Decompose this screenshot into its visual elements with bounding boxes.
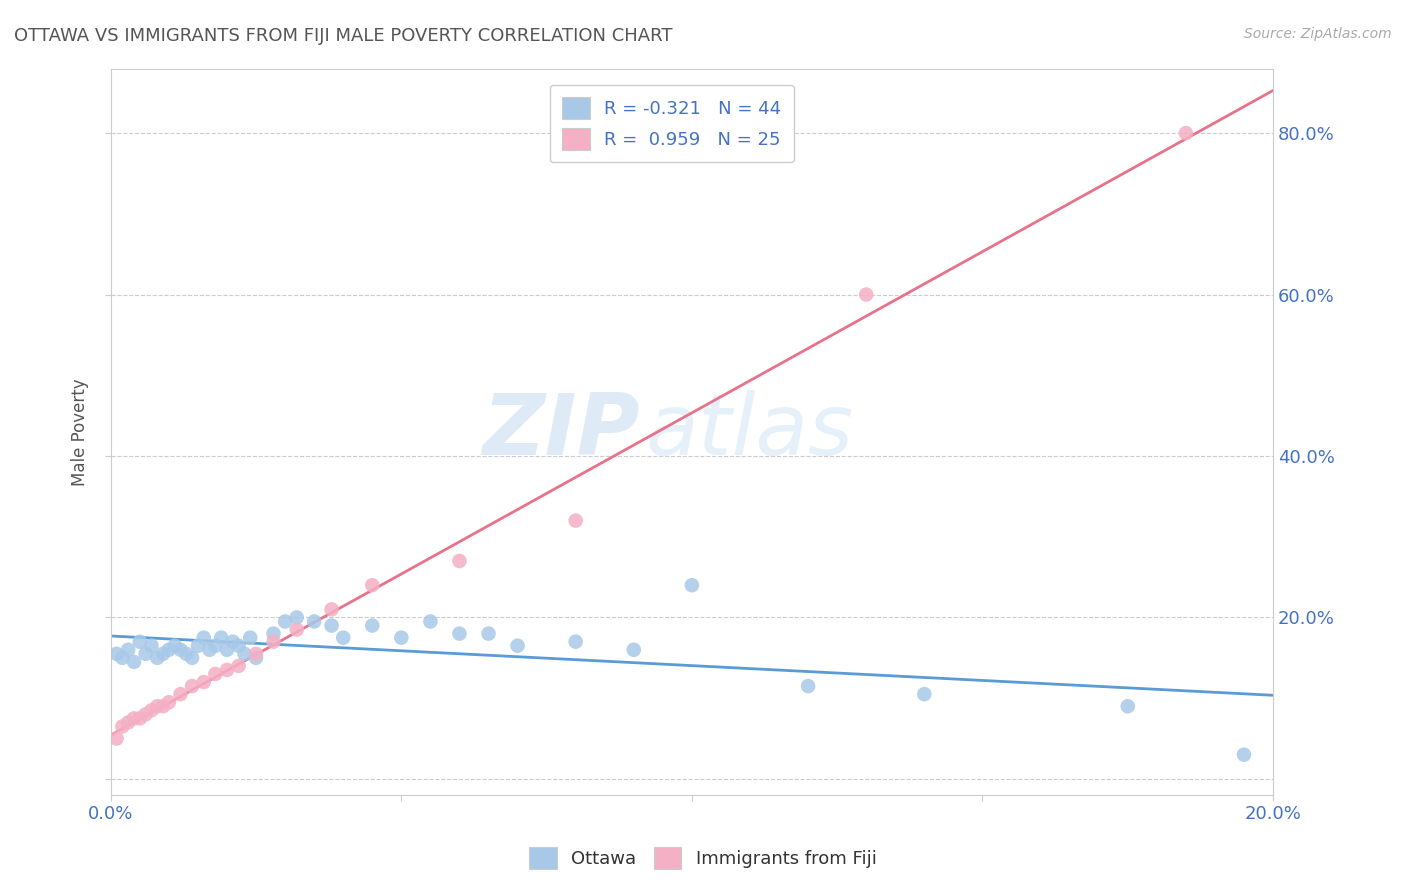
Point xyxy=(564,634,586,648)
Point xyxy=(332,631,354,645)
Point xyxy=(797,679,820,693)
Point xyxy=(274,615,297,629)
Point xyxy=(233,647,256,661)
Point xyxy=(117,642,139,657)
Point xyxy=(1174,126,1197,140)
Point xyxy=(122,711,145,725)
Point xyxy=(163,639,186,653)
Point xyxy=(912,687,935,701)
Point xyxy=(361,578,384,592)
Point xyxy=(1116,699,1139,714)
Point xyxy=(419,615,441,629)
Point xyxy=(135,707,157,722)
Text: OTTAWA VS IMMIGRANTS FROM FIJI MALE POVERTY CORRELATION CHART: OTTAWA VS IMMIGRANTS FROM FIJI MALE POVE… xyxy=(14,27,672,45)
Point xyxy=(193,631,215,645)
Point xyxy=(215,642,238,657)
Point xyxy=(263,626,285,640)
Point xyxy=(681,578,703,592)
Point xyxy=(222,634,245,648)
Point xyxy=(193,675,215,690)
Point xyxy=(146,699,169,714)
Point xyxy=(141,703,163,717)
Point xyxy=(141,639,163,653)
Point xyxy=(245,647,267,661)
Y-axis label: Male Poverty: Male Poverty xyxy=(72,378,89,485)
Point xyxy=(228,659,250,673)
Point xyxy=(128,634,150,648)
Point xyxy=(209,631,232,645)
Point xyxy=(157,695,180,709)
Point xyxy=(176,647,198,661)
Text: Source: ZipAtlas.com: Source: ZipAtlas.com xyxy=(1244,27,1392,41)
Point xyxy=(389,631,412,645)
Point xyxy=(1233,747,1256,762)
Point xyxy=(215,663,238,677)
Point xyxy=(564,514,586,528)
Point xyxy=(855,287,877,301)
Point xyxy=(181,679,204,693)
Legend: R = -0.321   N = 44, R =  0.959   N = 25: R = -0.321 N = 44, R = 0.959 N = 25 xyxy=(550,85,794,162)
Text: ZIP: ZIP xyxy=(482,391,640,474)
Point xyxy=(117,715,139,730)
Point xyxy=(128,711,150,725)
Point xyxy=(285,610,308,624)
Point xyxy=(263,634,285,648)
Point xyxy=(623,642,645,657)
Point xyxy=(321,618,343,632)
Point xyxy=(169,642,191,657)
Point xyxy=(169,687,191,701)
Point xyxy=(506,639,529,653)
Point xyxy=(187,639,209,653)
Point xyxy=(302,615,325,629)
Point xyxy=(152,699,174,714)
Point xyxy=(152,647,174,661)
Text: atlas: atlas xyxy=(645,391,853,474)
Point xyxy=(239,631,262,645)
Point xyxy=(449,626,471,640)
Point xyxy=(157,642,180,657)
Point xyxy=(181,650,204,665)
Point xyxy=(111,719,134,733)
Point xyxy=(477,626,499,640)
Point xyxy=(285,623,308,637)
Point xyxy=(204,667,226,681)
Point xyxy=(111,650,134,665)
Point xyxy=(105,647,128,661)
Point xyxy=(135,647,157,661)
Point xyxy=(321,602,343,616)
Point xyxy=(228,639,250,653)
Point xyxy=(204,639,226,653)
Point xyxy=(449,554,471,568)
Point xyxy=(198,642,221,657)
Legend: Ottawa, Immigrants from Fiji: Ottawa, Immigrants from Fiji xyxy=(520,838,886,879)
Point xyxy=(245,650,267,665)
Point xyxy=(361,618,384,632)
Point xyxy=(146,650,169,665)
Point xyxy=(122,655,145,669)
Point xyxy=(105,731,128,746)
